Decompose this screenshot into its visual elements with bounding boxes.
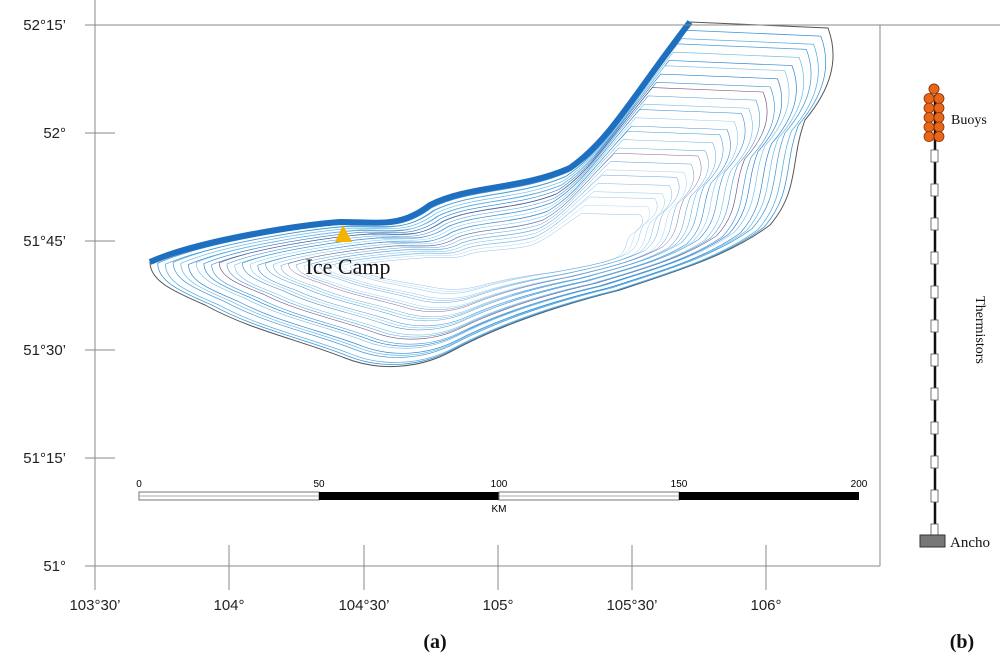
thermistor xyxy=(931,218,938,230)
scale-tick-label: 150 xyxy=(671,479,688,490)
buoy xyxy=(924,94,934,104)
depth-contour xyxy=(181,52,804,355)
thermistor xyxy=(931,184,938,196)
panel-label: (a) xyxy=(423,631,446,653)
scale-unit: KM xyxy=(492,504,507,515)
scale-tick-label: 0 xyxy=(136,479,142,490)
thermistor xyxy=(931,490,938,502)
lon-label: 105° xyxy=(482,597,513,614)
thermistor xyxy=(931,456,938,468)
lat-label: 51°45’ xyxy=(23,233,66,250)
anchor-label: Ancho xyxy=(950,535,990,551)
depth-contour xyxy=(165,39,818,363)
scale-tick-label: 50 xyxy=(313,479,325,490)
scale-tick-label: 200 xyxy=(851,479,868,490)
buoy xyxy=(924,132,934,142)
depth-contour xyxy=(196,66,789,349)
thermistor xyxy=(931,150,938,162)
thermistors-label: Thermistors xyxy=(972,296,987,364)
buoys-label: Buoys xyxy=(951,113,987,128)
panel-label: (b) xyxy=(950,631,974,653)
lat-label: 51°30’ xyxy=(23,342,66,359)
depth-contour xyxy=(189,60,797,353)
lake-bathymetry xyxy=(150,22,833,367)
buoy xyxy=(934,122,944,132)
lon-label: 106° xyxy=(750,597,781,614)
buoy xyxy=(934,103,944,113)
lat-label: 52° xyxy=(43,125,66,142)
buoy xyxy=(934,94,944,104)
buoy xyxy=(934,132,944,142)
lat-label: 52°15’ xyxy=(23,17,66,34)
buoy xyxy=(924,103,934,113)
buoy xyxy=(924,122,934,132)
scale-tick-label: 100 xyxy=(491,479,508,490)
buoy xyxy=(934,113,944,123)
thermistor xyxy=(931,524,938,536)
mooring: Buoys Thermistors Ancho xyxy=(920,84,990,551)
depth-contour xyxy=(173,44,811,358)
scale-bar: 0 50 100 150 200 KM xyxy=(136,479,868,515)
depth-contour xyxy=(204,74,782,346)
buoy xyxy=(929,84,939,94)
thermistor xyxy=(931,388,938,400)
thermistor xyxy=(931,422,938,434)
lat-label: 51°15’ xyxy=(23,450,66,467)
figure: Ice Camp 52°15’ 52° 51°45’ 51°30’ 51°15’ 51° 1… xyxy=(0,0,1000,656)
ticks: 52°15’ 52° 51°45’ 51°30’ 51°15’ 51° 103°30’ 104… xyxy=(23,17,781,614)
scale-segment xyxy=(679,492,859,500)
lon-label: 104°30’ xyxy=(338,597,389,614)
lat-label: 51° xyxy=(43,558,66,575)
thermistor xyxy=(931,354,938,366)
lon-label: 105°30’ xyxy=(606,597,657,614)
thermistor xyxy=(931,286,938,298)
depth-contour xyxy=(242,109,745,330)
scale-segment xyxy=(319,492,499,500)
thermistor xyxy=(931,320,938,332)
site-label: Ice Camp xyxy=(306,254,391,279)
lon-label: 103°30’ xyxy=(69,597,120,614)
depth-contour xyxy=(227,96,760,337)
thermistor xyxy=(931,252,938,264)
buoy xyxy=(924,113,934,123)
lon-label: 104° xyxy=(213,597,244,614)
anchor xyxy=(920,535,945,547)
